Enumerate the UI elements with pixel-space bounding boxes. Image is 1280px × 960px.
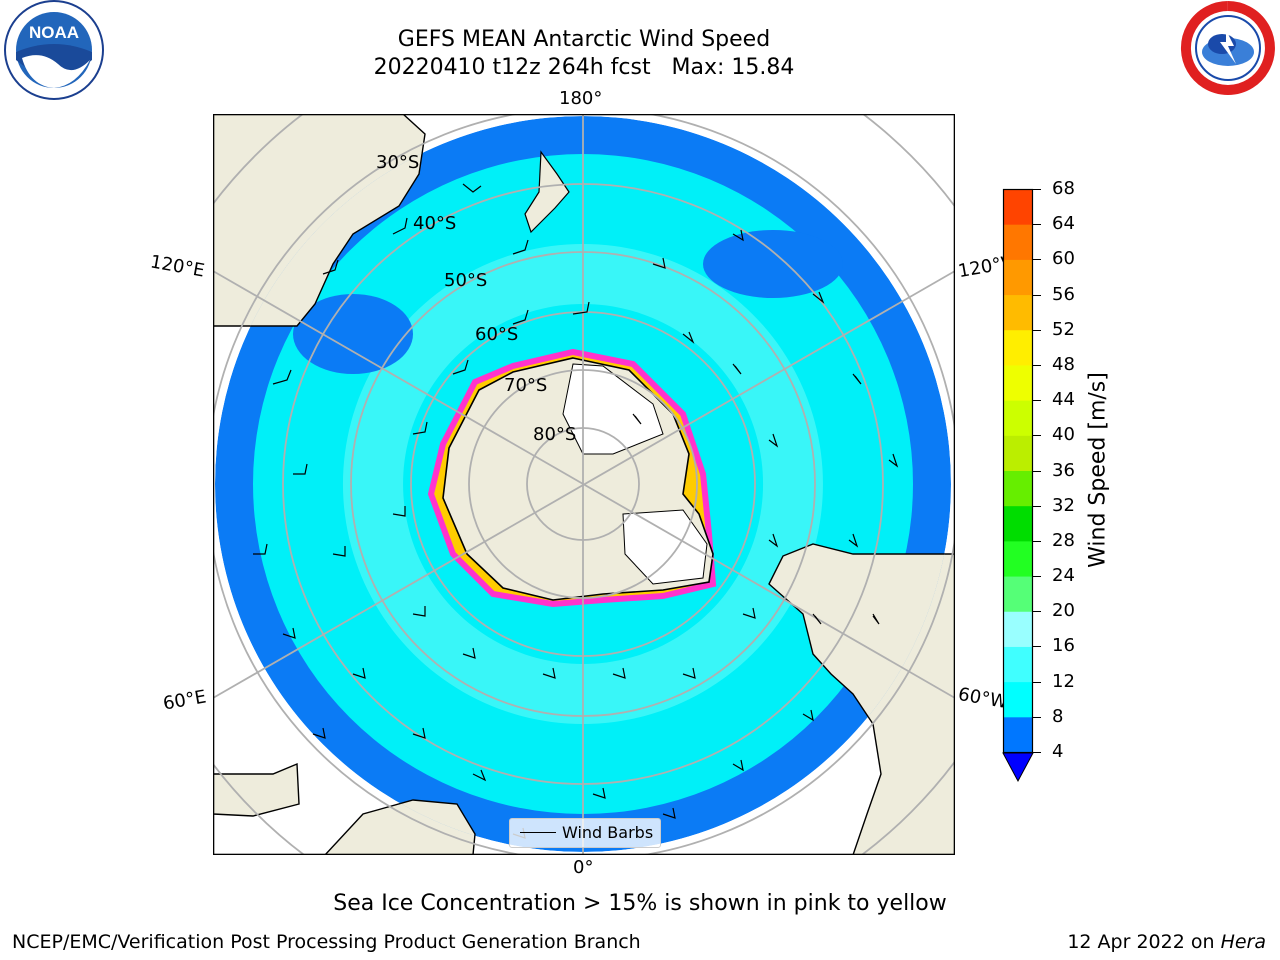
colorbar-segment	[1004, 329, 1032, 366]
lon-label-120e: 120°E	[148, 251, 207, 282]
colorbar-tick-mark	[1033, 470, 1041, 472]
colorbar-tick-label: 44	[1052, 389, 1075, 411]
ocean-low-patch	[703, 230, 843, 298]
colorbar-tick-mark	[1033, 646, 1041, 648]
footer-branch: NCEP/EMC/Verification Post Processing Pr…	[12, 931, 641, 953]
colorbar-segment	[1004, 505, 1032, 542]
colorbar-tick-mark	[1033, 540, 1041, 542]
africa-land	[213, 762, 300, 817]
colorbar-tick-label: 28	[1052, 529, 1075, 551]
colorbar-tick-mark	[1033, 435, 1041, 437]
colorbar-segment	[1004, 470, 1032, 507]
colorbar-tick-label: 32	[1052, 494, 1075, 516]
footer-machine: Hera	[1220, 931, 1266, 953]
colorbar-tick-mark	[1033, 400, 1041, 402]
colorbar-segment	[1004, 294, 1032, 331]
colorbar-frame	[1002, 188, 1034, 754]
colorbar-label: Wind Speed [m/s]	[1085, 372, 1111, 568]
colorbar-tick-label: 48	[1052, 353, 1075, 375]
colorbar-segment	[1004, 540, 1032, 577]
colorbar-tick-label: 8	[1052, 705, 1064, 727]
colorbar-segment	[1004, 716, 1032, 753]
lon-label-0: 0°	[573, 857, 594, 878]
colorbar-segment	[1004, 189, 1032, 225]
colorbar-segment	[1004, 611, 1032, 647]
colorbar-tick-label: 16	[1052, 635, 1075, 657]
nws-logo	[1180, 1, 1275, 95]
colorbar-tick-label: 12	[1052, 670, 1075, 692]
colorbar-tick-mark	[1033, 576, 1041, 578]
colorbar	[1002, 188, 1034, 783]
footer-date: 12 Apr 2022 on Hera	[1067, 931, 1266, 953]
colorbar-tick-label: 64	[1052, 213, 1075, 235]
colorbar-tick-mark	[1033, 294, 1041, 296]
lat-label-40s: 40°S	[413, 213, 457, 234]
colorbar-tick-mark	[1033, 505, 1041, 507]
noaa-logo-text: NOAA	[29, 23, 79, 42]
colorbar-segment	[1004, 364, 1032, 401]
noaa-logo: NOAA	[4, 0, 104, 100]
colorbar-segment	[1004, 400, 1032, 436]
colorbar-segment	[1004, 224, 1032, 260]
colorbar-tick-mark	[1033, 364, 1041, 366]
colorbar-tick-mark	[1033, 329, 1041, 331]
colorbar-tick-label: 56	[1052, 283, 1075, 305]
lat-label-30s: 30°S	[376, 152, 420, 173]
lat-label-50s: 50°S	[444, 270, 488, 291]
colorbar-tick-mark	[1033, 752, 1041, 753]
colorbar-segment	[1004, 646, 1032, 683]
sea-ice-note: Sea Ice Concentration > 15% is shown in …	[333, 891, 947, 916]
colorbar-tick-mark	[1033, 259, 1041, 261]
polar-map	[213, 114, 955, 855]
colorbar-segment	[1004, 435, 1032, 471]
colorbar-tick-label: 36	[1052, 459, 1075, 481]
lon-label-180: 180°	[559, 88, 603, 109]
colorbar-under-triangle	[1002, 752, 1034, 783]
colorbar-tick-label: 52	[1052, 318, 1075, 340]
colorbar-tick-mark	[1033, 681, 1041, 683]
colorbar-tick-mark	[1033, 189, 1041, 190]
colorbar-tick-label: 60	[1052, 248, 1075, 270]
chart-title-line2: 20220410 t12z 264h fcst Max: 15.84	[373, 55, 795, 80]
lat-label-80s: 80°S	[533, 424, 577, 445]
colorbar-tick-mark	[1033, 224, 1041, 226]
chart-title-line1: GEFS MEAN Antarctic Wind Speed	[397, 27, 771, 52]
colorbar-segment	[1004, 576, 1032, 612]
legend-label: Wind Barbs	[562, 823, 654, 842]
colorbar-tick-label: 68	[1052, 178, 1075, 199]
map-legend: Wind Barbs	[509, 818, 661, 848]
colorbar-segment	[1004, 259, 1032, 296]
lon-label-60e: 60°E	[161, 686, 208, 715]
colorbar-tick-label: 24	[1052, 565, 1075, 587]
lat-label-70s: 70°S	[504, 375, 548, 396]
wind-barb-legend-line	[520, 832, 556, 833]
ross-ice-shelf	[562, 363, 664, 455]
colorbar-tick-mark	[1033, 611, 1041, 613]
colorbar-tick-label: 20	[1052, 600, 1075, 622]
lat-label-60s: 60°S	[475, 324, 519, 345]
map-frame	[213, 114, 955, 855]
colorbar-tick-label: 40	[1052, 424, 1075, 446]
footer-date-text: 12 Apr 2022 on	[1067, 931, 1221, 953]
colorbar-tick-label: 4	[1052, 741, 1064, 762]
colorbar-segment	[1004, 681, 1032, 718]
weddell-ice-shelf	[622, 509, 708, 585]
colorbar-tick-mark	[1033, 716, 1041, 718]
